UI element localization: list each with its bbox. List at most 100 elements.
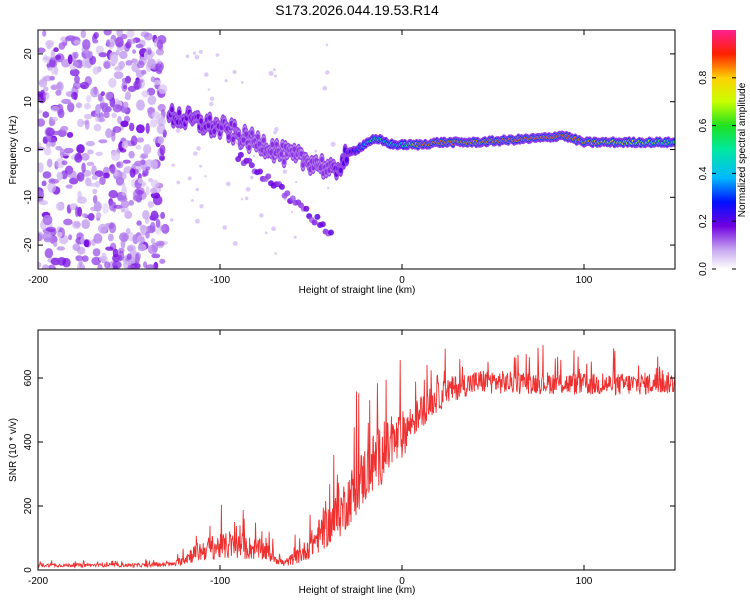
ridge-core: [261, 137, 266, 144]
noise-blob: [107, 233, 114, 242]
y-tick-label: 20: [23, 48, 34, 60]
figure-title: S173.2026.044.19.53.R14: [275, 2, 439, 18]
noise-blob: [59, 148, 65, 159]
noise-blob: [50, 257, 61, 266]
spectral-blob: [278, 183, 285, 190]
colorbar-label: Normalized spectral amplitude: [737, 82, 748, 217]
noise-blob: [199, 164, 203, 168]
snr-x-ticks: -200 -100 0 100: [28, 330, 593, 587]
noise-blob: [125, 91, 131, 101]
noise-blob: [72, 220, 81, 229]
noise-blob: [222, 225, 227, 230]
noise-blob: [141, 172, 147, 177]
noise-blob: [273, 74, 277, 78]
ridge-core: [241, 137, 246, 143]
noise-blob: [105, 106, 112, 113]
spectral-blob: [289, 195, 296, 202]
noise-blob: [83, 113, 93, 120]
noise-blob: [38, 146, 45, 152]
noise-blob: [108, 190, 118, 199]
x-tick-label: 0: [399, 576, 405, 587]
noise-blob: [232, 69, 237, 75]
noise-blob: [273, 130, 277, 135]
noise-blob: [129, 168, 136, 178]
noise-blob: [55, 89, 62, 96]
noise-blob: [43, 237, 53, 243]
noise-blob: [115, 127, 120, 133]
noise-blob: [38, 162, 44, 173]
noise-blob: [98, 139, 108, 144]
noise-blob: [85, 140, 95, 147]
ridge-core: [250, 130, 254, 136]
noise-blob: [91, 256, 101, 266]
noise-blob: [196, 146, 201, 151]
noise-blob: [126, 30, 135, 38]
noise-blob: [72, 81, 82, 90]
ridge-core: [320, 156, 324, 163]
noise-blob: [49, 178, 60, 184]
noise-blob: [61, 160, 68, 166]
snr-y-ticks: 0 200 400 600: [23, 369, 675, 573]
x-tick-label: -100: [210, 275, 230, 286]
noise-blob: [38, 200, 49, 206]
noise-blob: [45, 127, 55, 137]
noise-blob: [113, 71, 124, 79]
noise-blob: [226, 181, 231, 187]
spectral-blob: [328, 229, 334, 236]
ridge-core: [344, 157, 349, 163]
noise-blob: [125, 60, 133, 66]
noise-blob: [81, 255, 89, 262]
noise-blob: [42, 111, 50, 118]
noise-blob: [105, 128, 113, 139]
noise-blob: [127, 264, 136, 269]
noise-blob: [53, 47, 59, 53]
noise-blob: [149, 119, 158, 128]
x-tick-label: -200: [28, 275, 48, 286]
ridge-core: [199, 118, 203, 124]
ridge-core: [244, 131, 248, 137]
noise-blob: [156, 39, 163, 50]
noise-blob: [132, 49, 137, 54]
noise-blob: [65, 35, 76, 41]
noise-blob: [141, 90, 150, 98]
noise-blob: [232, 241, 238, 246]
noise-blob: [110, 54, 119, 65]
noise-blob: [80, 30, 87, 38]
noise-blob: [150, 187, 158, 194]
noise-blob: [119, 232, 129, 242]
noise-blob: [78, 256, 83, 267]
noise-blob: [195, 187, 199, 192]
noise-blob: [68, 234, 73, 241]
noise-blob: [240, 81, 244, 84]
noise-blob: [87, 213, 95, 221]
noise-blob: [198, 49, 203, 54]
noise-blob: [92, 195, 98, 204]
noise-blob: [42, 30, 47, 37]
noise-blob: [160, 211, 166, 220]
noise-blob: [126, 253, 132, 260]
noise-blob: [113, 204, 123, 209]
noise-blob: [191, 199, 194, 202]
noise-blob: [97, 117, 106, 123]
snr-line: [38, 345, 675, 569]
noise-blob: [121, 81, 128, 93]
x-tick-label: -100: [210, 576, 230, 587]
noise-blob: [105, 246, 114, 251]
noise-blob: [55, 158, 65, 169]
noise-blob: [41, 180, 47, 187]
noise-blob: [128, 199, 134, 206]
noise-blob: [136, 124, 145, 134]
noise-blob: [204, 175, 207, 178]
noise-blob: [38, 261, 42, 268]
noise-blob: [145, 47, 152, 55]
noise-blob: [175, 128, 181, 134]
y-tick-label: 600: [23, 369, 34, 386]
noise-blob: [207, 88, 211, 91]
noise-blob: [99, 176, 106, 185]
noise-blob: [130, 135, 138, 146]
noise-blob: [245, 186, 251, 192]
noise-blob: [47, 264, 56, 269]
noise-blob: [102, 203, 109, 214]
noise-blob: [131, 58, 138, 64]
noise-blob: [97, 223, 108, 234]
